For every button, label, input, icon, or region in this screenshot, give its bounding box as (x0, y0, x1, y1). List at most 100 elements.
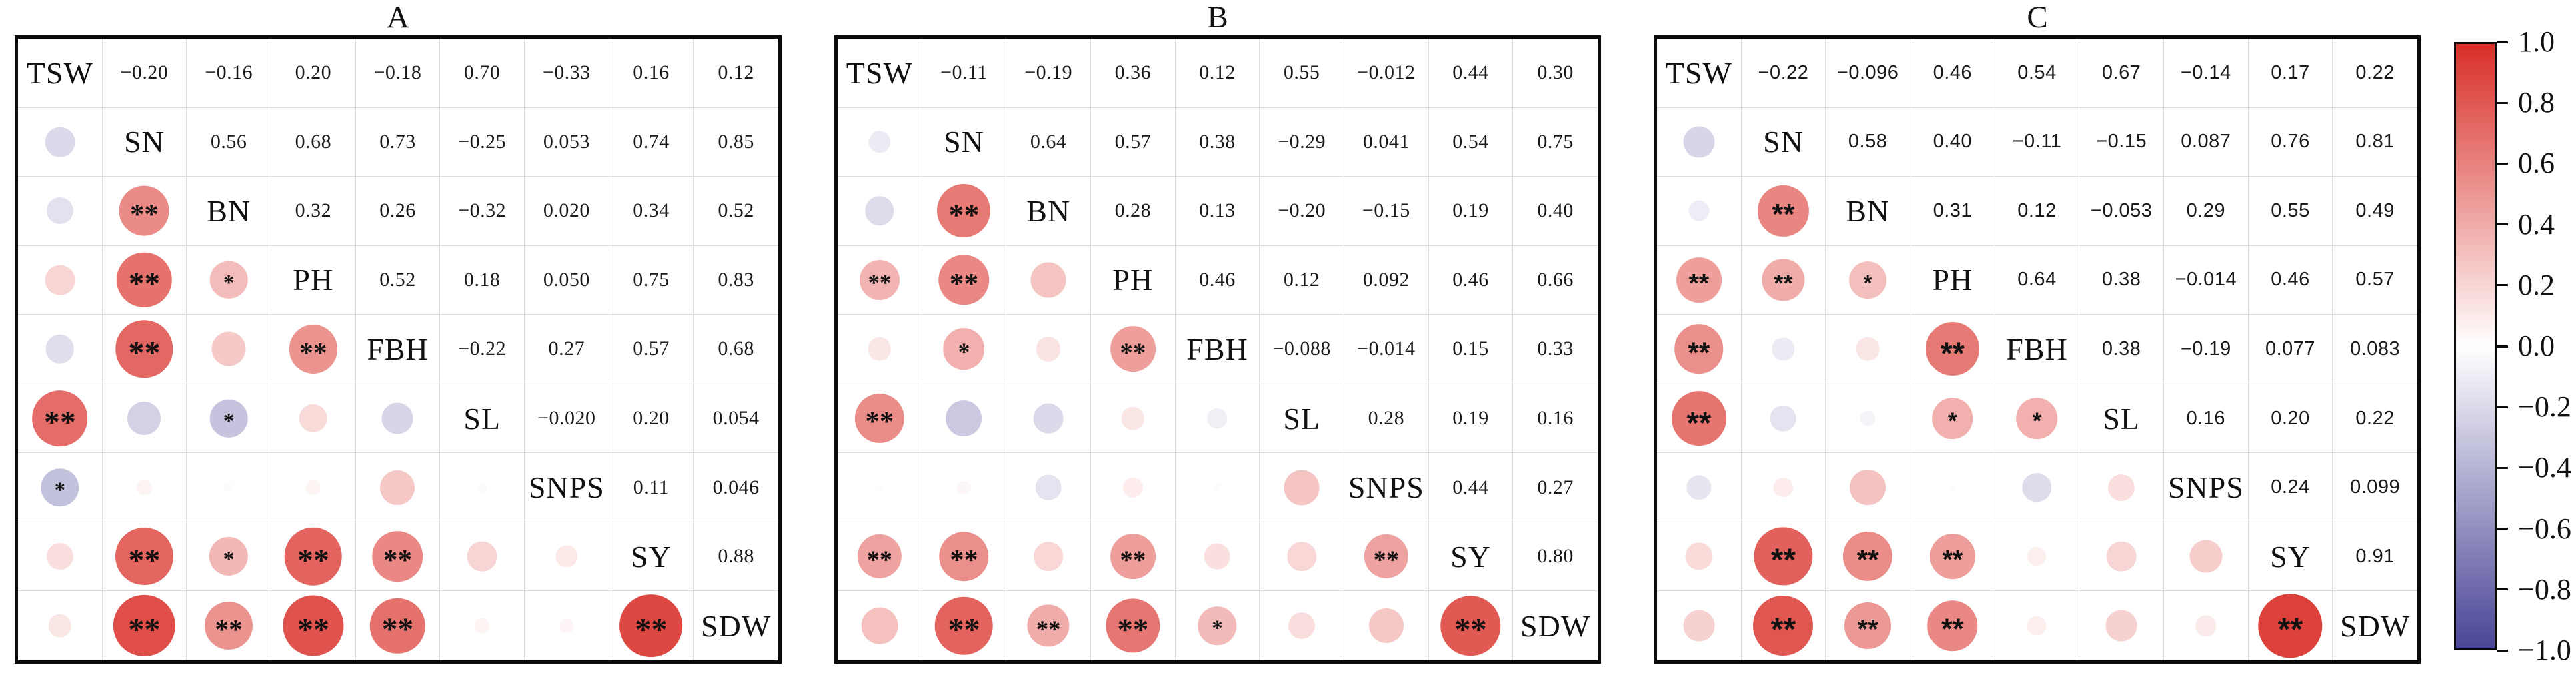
correlation-value: 0.054 (712, 407, 760, 430)
matrix-cell-TSW-PH: 0.36 (1091, 39, 1176, 108)
matrix-cell-SN-PH: 0.40 (1910, 107, 1995, 177)
correlation-circle (1110, 534, 1156, 580)
matrix-cell-BN-FBH: 0.26 (355, 177, 441, 246)
matrix-cell-SL-SL: SL (440, 384, 525, 454)
matrix-cell-BN-BN: BN (187, 177, 271, 246)
colorbar-tick-label: 0.6 (2518, 147, 2555, 180)
matrix-cell-SL-PH (271, 384, 356, 454)
correlation-circle (868, 131, 891, 153)
matrix-cell-SL-PH (1091, 384, 1176, 454)
significance-stars: * (54, 478, 66, 502)
matrix-cell-SNPS-BN (187, 453, 271, 522)
variable-label: PH (1932, 263, 1973, 297)
matrix-cell-SN-PH: 0.57 (1091, 107, 1176, 177)
matrix-cell-FBH-SDW: 0.68 (694, 315, 778, 384)
correlation-value: 0.76 (2271, 131, 2310, 153)
significance-stars: ** (949, 267, 979, 300)
matrix-cell-SNPS-SL (440, 453, 525, 522)
correlation-value: 0.27 (548, 337, 585, 360)
matrix-cell-BN-SY: 0.34 (609, 177, 694, 246)
matrix-cell-PH-SY: 0.75 (609, 245, 694, 315)
matrix-cell-PH-TSW: ** (1657, 245, 1742, 315)
matrix-cell-SDW-SDW: SDW (694, 591, 778, 660)
matrix-cell-SNPS-SY: 0.44 (1428, 453, 1514, 522)
variable-label: SY (631, 539, 672, 574)
correlation-circle (2108, 474, 2135, 501)
matrix-cell-SDW-PH: ** (271, 591, 356, 660)
correlation-circle (1683, 126, 1715, 158)
matrix-cell-PH-SL: 0.18 (440, 245, 525, 315)
correlation-circle (46, 197, 73, 225)
correlation-circle (370, 598, 425, 654)
variable-label: SNPS (528, 470, 605, 505)
matrix-cell-FBH-SNPS: 0.27 (525, 315, 609, 384)
correlation-circle (1671, 391, 1726, 446)
matrix-cell-SN-SY: 0.74 (609, 107, 694, 177)
correlation-circle (1927, 600, 1978, 651)
matrix-cell-FBH-SY: 0.077 (2248, 315, 2333, 384)
significance-stars: ** (128, 335, 161, 372)
matrix-cell-SDW-TSW (18, 591, 103, 660)
matrix-cell-SY-SL (1260, 522, 1344, 592)
correlation-circle (1030, 262, 1066, 298)
matrix-cell-PH-SDW: 0.66 (1513, 246, 1598, 315)
correlation-circle (209, 536, 249, 576)
correlation-circle (1288, 612, 1316, 640)
matrix-cell-SNPS-SDW: 0.046 (694, 453, 778, 522)
matrix-cell-SN-SDW: 0.85 (694, 108, 778, 177)
correlation-circle (41, 468, 79, 507)
correlation-circle (372, 531, 423, 582)
colorbar-tick-mark (2497, 588, 2508, 591)
matrix-cell-SNPS-PH (1910, 453, 1995, 522)
correlation-circle (289, 325, 337, 374)
significance-stars: ** (1770, 542, 1796, 578)
significance-stars: ** (1772, 198, 1795, 231)
panel-b-matrix: TSW −0.11 −0.19 0.36 0.12 0.55 −0.012 0.44 0.30 S… (834, 35, 1601, 664)
matrix-cell-FBH-BN (1826, 315, 1910, 384)
correlation-circle (115, 320, 173, 378)
correlation-value: 0.49 (2355, 199, 2395, 221)
correlation-value: −0.19 (2180, 337, 2231, 360)
matrix-cell-TSW-FBH: −0.18 (355, 39, 441, 108)
correlation-circle (1106, 598, 1160, 653)
matrix-cell-SDW-SDW: SDW (2333, 591, 2417, 660)
matrix-cell-BN-FBH: 0.12 (1995, 177, 2080, 246)
matrix-cell-PH-BN: * (187, 245, 271, 315)
correlation-value: 0.32 (295, 199, 332, 222)
correlation-value: 0.74 (633, 130, 670, 153)
correlation-circle (1758, 185, 1809, 237)
correlation-value: 0.053 (543, 130, 590, 153)
matrix-cell-SDW-SY: ** (2249, 591, 2333, 660)
matrix-cell-FBH-SY: 0.57 (609, 315, 694, 384)
correlation-circle (1207, 408, 1228, 428)
correlation-value: 0.19 (1452, 199, 1489, 222)
matrix-cell-SY-TSW: ** (838, 522, 922, 592)
correlation-value: −0.020 (537, 407, 596, 430)
matrix-cell-PH-PH: PH (271, 245, 356, 315)
correlation-value: 0.33 (1537, 337, 1574, 360)
correlation-circle (205, 602, 253, 650)
panel-b-title: B (1207, 0, 1228, 35)
matrix-cell-FBH-TSW (838, 315, 922, 384)
correlation-value: 0.28 (1368, 407, 1405, 430)
correlation-value: 0.46 (1452, 268, 1489, 291)
significance-stars: ** (1373, 546, 1399, 574)
correlation-value: 0.20 (633, 407, 670, 430)
correlation-value: −0.18 (373, 61, 422, 84)
matrix-cell-SDW-SY: ** (609, 591, 694, 660)
significance-stars: ** (383, 544, 413, 576)
correlation-value: 0.29 (2186, 199, 2226, 221)
matrix-cell-TSW-BN: −0.16 (187, 39, 271, 108)
correlation-value: −0.15 (1362, 199, 1410, 222)
correlation-circle (1844, 602, 1892, 650)
matrix-cell-TSW-SN: −0.22 (1741, 39, 1826, 108)
matrix-cell-SL-BN (1006, 384, 1091, 454)
matrix-cell-TSW-SN: −0.11 (922, 39, 1007, 108)
correlation-value: 0.099 (2350, 476, 2401, 498)
matrix-cell-SL-BN (1826, 384, 1910, 454)
correlation-value: −0.096 (1836, 61, 1899, 83)
matrix-cell-SY-SY: SY (609, 522, 694, 592)
correlation-circle (1110, 326, 1156, 372)
matrix-cell-BN-SNPS: 0.020 (525, 177, 609, 246)
significance-stars: * (223, 271, 235, 295)
